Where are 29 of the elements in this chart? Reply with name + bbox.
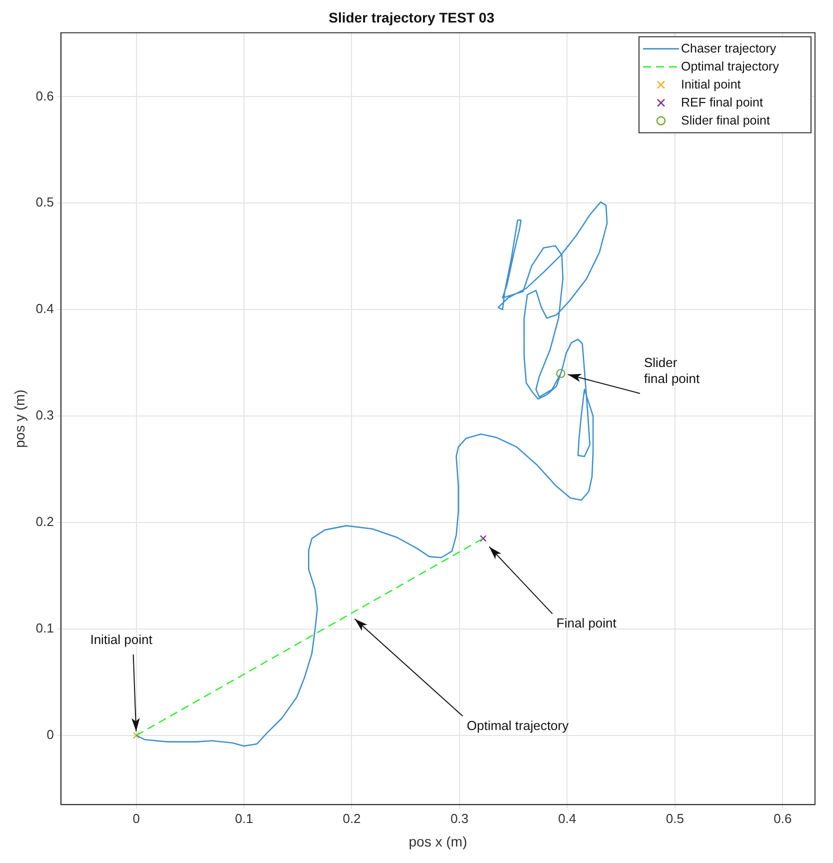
y-tick-label: 0.2 <box>36 514 54 530</box>
y-tick-label: 0.4 <box>36 301 54 316</box>
x-tick-label: 0.2 <box>342 810 361 826</box>
annotation: Initial point <box>90 632 153 647</box>
point <box>556 368 566 378</box>
y-tick-label: 0.3 <box>36 408 54 423</box>
x-tick-label: 0.3 <box>450 810 469 826</box>
y-tick-label: 0 <box>46 726 54 742</box>
legend-label: Chaser trajectory <box>681 41 777 56</box>
x-tick-label: 0.4 <box>558 810 576 826</box>
y-tick-label: 0.1 <box>36 620 54 636</box>
y-axis-title: pos y (m) <box>11 390 28 448</box>
point <box>132 732 140 739</box>
annotation: Slider final point <box>644 355 700 386</box>
y-tick-label: 0.6 <box>36 88 54 104</box>
x-tick-label: 0 <box>132 810 140 826</box>
x-axis-title: pos x (m) <box>408 833 468 850</box>
legend-label: Optimal trajectory <box>681 59 780 74</box>
annotation: Final point <box>556 615 617 630</box>
chart-title: Slider trajectory TEST 03 <box>328 9 495 26</box>
legend-label: REF final point <box>681 95 764 110</box>
legend-label: Slider final point <box>681 113 770 128</box>
point <box>480 535 487 542</box>
y-tick-label: 0.5 <box>36 194 54 210</box>
annotation: Optimal trajectory <box>466 718 570 733</box>
x-tick-label: 0.6 <box>774 810 792 826</box>
x-tick-label: 0.1 <box>234 810 254 826</box>
legend-label: Initial point <box>681 77 742 92</box>
x-tick-label: 0.5 <box>666 810 684 826</box>
